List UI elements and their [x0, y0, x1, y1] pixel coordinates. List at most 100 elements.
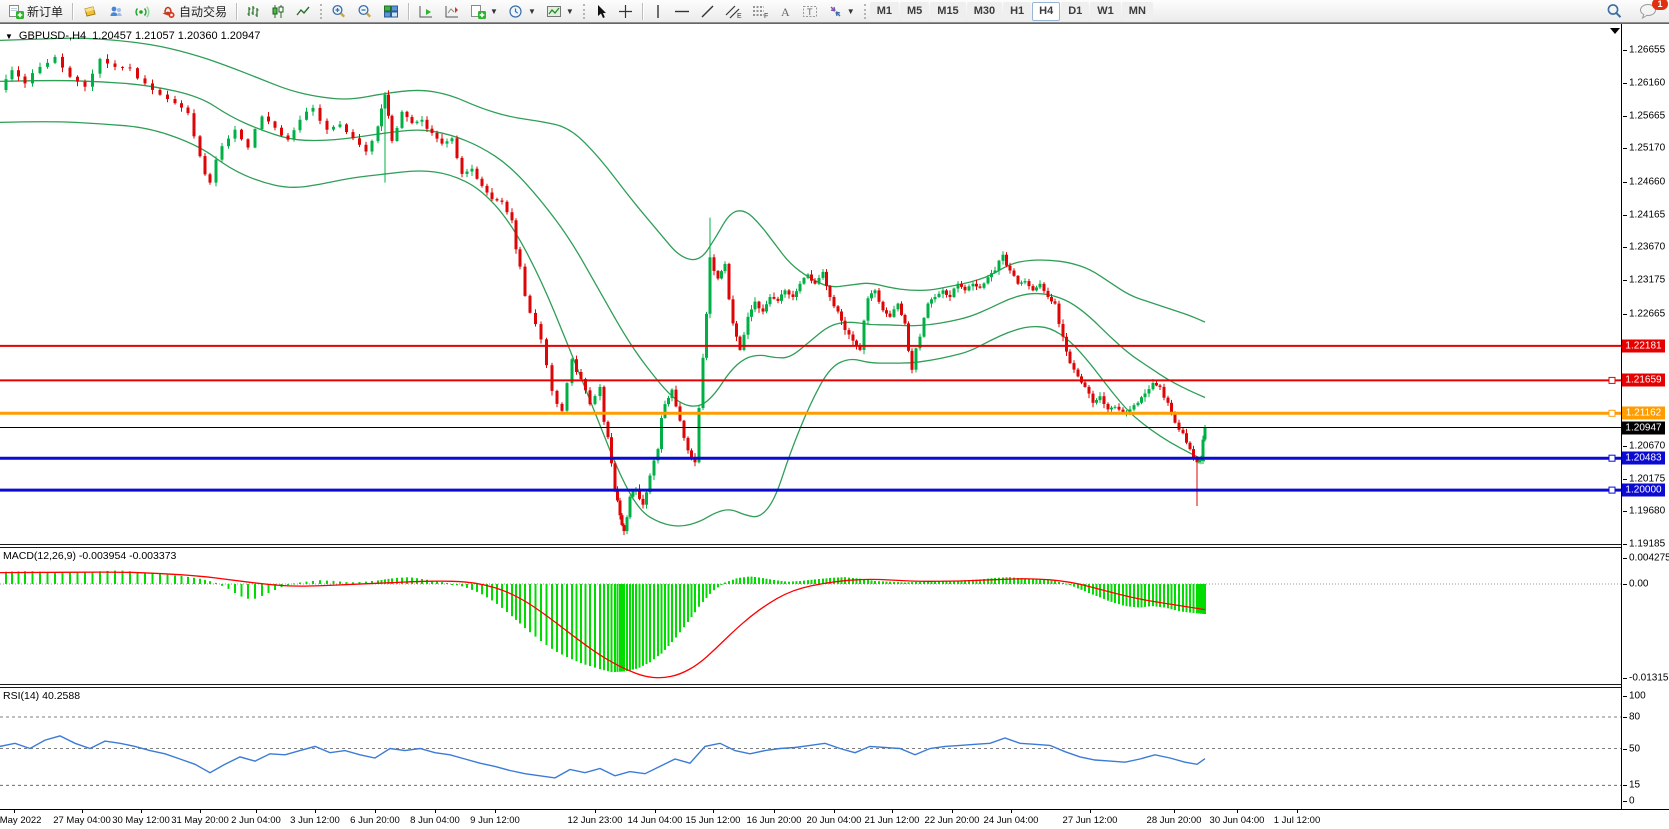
zoom-in-button[interactable] [326, 1, 352, 21]
price-badge: 1.21659 [1622, 373, 1665, 387]
x-axis-tick [892, 810, 893, 813]
periods-clock-icon [508, 4, 524, 19]
line-handle[interactable] [1608, 376, 1616, 384]
community-button[interactable] [103, 1, 129, 21]
tile-windows-button[interactable] [378, 1, 404, 21]
search-button[interactable] [1601, 1, 1628, 21]
auto-scroll-button[interactable] [413, 1, 439, 21]
autotrading-label: 自动交易 [179, 4, 228, 19]
panel-separator[interactable] [0, 544, 1669, 548]
text-label-icon: T [802, 4, 818, 19]
fibonacci-icon: F [752, 4, 769, 19]
macd-panel[interactable] [0, 547, 1669, 684]
time-axis-label: 25 May 2022 [0, 815, 42, 826]
timeframe-m1[interactable]: M1 [869, 1, 899, 21]
autotrading-button[interactable]: 自动交易 [155, 1, 232, 21]
chat-bubble-icon [1639, 3, 1657, 19]
time-axis-label: 16 Jun 20:00 [746, 815, 802, 826]
cursor-button[interactable] [589, 1, 613, 21]
time-axis-label: 8 Jun 04:00 [410, 815, 460, 826]
rsi-panel[interactable] [0, 687, 1669, 807]
line-handle[interactable] [1608, 454, 1616, 462]
bar-chart-button[interactable] [241, 1, 266, 21]
profiles-button[interactable] [77, 1, 103, 21]
line-chart-button[interactable] [291, 1, 316, 21]
timeframe-m15[interactable]: M15 [930, 1, 966, 21]
line-handle[interactable] [1608, 409, 1616, 417]
svg-text:E: E [737, 13, 742, 19]
cursor-icon [594, 4, 608, 19]
timeframe-h1[interactable]: H1 [1003, 1, 1032, 21]
templates-menu-button[interactable]: ▼ [541, 1, 579, 21]
macd-name: MACD(12,26,9) [3, 550, 76, 562]
arrows-button[interactable]: ▼ [823, 1, 860, 21]
horizontal-line-button[interactable] [669, 1, 695, 21]
price-badge: 1.20000 [1622, 483, 1665, 497]
crosshair-button[interactable] [613, 1, 638, 21]
fibonacci-button[interactable]: F [747, 1, 774, 21]
trendline-icon [700, 4, 715, 19]
price-tick-label: 1.23670 [1629, 241, 1666, 253]
timeframe-mn[interactable]: MN [1121, 1, 1153, 21]
price-tick-label: 1.24165 [1629, 209, 1666, 221]
toolbar-right: 1 [1601, 0, 1668, 21]
rsi-line [0, 735, 1206, 779]
timeframe-m30[interactable]: M30 [966, 1, 1003, 21]
price-tick-label: 1.23175 [1629, 274, 1666, 286]
chart-symbol-period: GBPUSD-,H4 [18, 30, 87, 42]
toolbar-grip [320, 3, 323, 19]
periods-menu-button[interactable]: ▼ [503, 1, 541, 21]
time-axis-label: 12 Jun 23:00 [567, 815, 623, 826]
price-badge: 1.22181 [1622, 339, 1665, 353]
macd-histogram [5, 570, 1206, 673]
x-axis-tick [435, 810, 436, 813]
rsi-axis-label: 0 [1629, 795, 1635, 807]
equidistant-channel-button[interactable]: E [720, 1, 747, 21]
toolbar-grip [582, 3, 585, 19]
text-button[interactable]: A [774, 1, 797, 21]
y-axis-tick [1623, 478, 1627, 480]
svg-text:F: F [764, 13, 768, 19]
chart-plot[interactable] [0, 24, 1669, 544]
horizontal-lines[interactable] [0, 344, 1621, 494]
time-axis-label: 3 Jun 12:00 [290, 815, 340, 826]
new-order-button[interactable]: 新订单 [3, 1, 68, 21]
candlestick-chart-button[interactable] [266, 1, 291, 21]
time-axis-label: 30 May 12:00 [112, 815, 170, 826]
y-axis-tick [1623, 801, 1627, 802]
vertical-line-button[interactable] [647, 1, 669, 21]
x-axis-tick [256, 810, 257, 813]
new-chart-button[interactable]: ▼ [465, 1, 503, 21]
time-axis-label: 21 Jun 12:00 [864, 815, 920, 826]
chart-shift-button[interactable] [439, 1, 465, 21]
macd-values: -0.003954 -0.003373 [78, 550, 177, 562]
time-axis-label: 15 Jun 12:00 [685, 815, 741, 826]
timeframe-m5[interactable]: M5 [900, 1, 930, 21]
timeframe-w1[interactable]: W1 [1090, 1, 1121, 21]
text-label-button[interactable]: T [797, 1, 823, 21]
timeframe-group: M1 M5 M15 M30 H1 H4 D1 W1 MN [869, 1, 1153, 21]
panel-separator[interactable] [0, 684, 1669, 688]
chevron-down-icon: ▼ [565, 6, 574, 16]
price-tick-label: 1.19680 [1629, 505, 1666, 517]
line-handle[interactable] [1608, 486, 1616, 494]
trendline-button[interactable] [695, 1, 720, 21]
x-axis-tick [14, 810, 15, 813]
tile-windows-icon [383, 4, 399, 19]
zoom-out-button[interactable] [352, 1, 378, 21]
signals-button[interactable] [129, 1, 155, 21]
price-axis[interactable]: 1.26655 1.26160 1.25665 1.25170 1.24660 1.241… [1621, 24, 1669, 809]
symbol-collapse-icon[interactable]: ▼ [5, 31, 13, 41]
macd-axis-label: -0.013153 [1629, 672, 1669, 684]
price-tick-label: 1.26160 [1629, 77, 1666, 89]
notifications-button[interactable]: 1 [1634, 0, 1668, 21]
timeframe-d1[interactable]: D1 [1061, 1, 1090, 21]
x-axis-tick [495, 810, 496, 813]
x-axis-tick [1174, 810, 1175, 813]
zoom-in-icon [331, 4, 347, 19]
timeframe-h4[interactable]: H4 [1032, 1, 1061, 21]
macd-axis-label: 0.004275 [1629, 552, 1669, 564]
time-axis-label: 14 Jun 04:00 [627, 815, 683, 826]
